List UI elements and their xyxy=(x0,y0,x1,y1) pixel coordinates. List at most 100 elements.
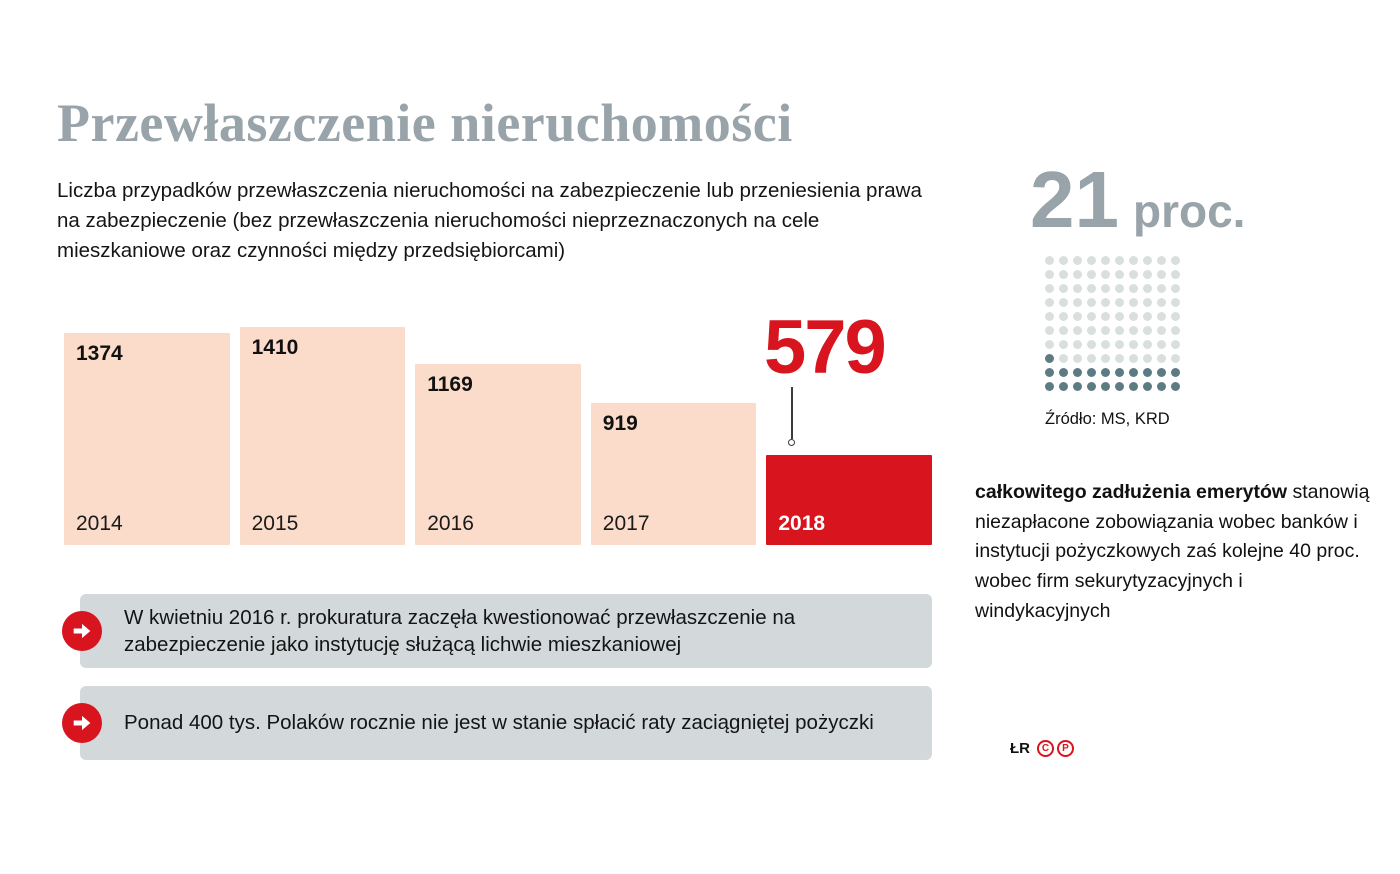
waffle-dot-filled xyxy=(1143,382,1152,391)
waffle-dot-filled xyxy=(1059,368,1068,377)
waffle-dot-empty xyxy=(1129,340,1138,349)
bar-value-label: 1169 xyxy=(427,373,473,396)
bar-year-label: 2018 xyxy=(778,512,826,535)
waffle-dot-filled xyxy=(1087,368,1096,377)
waffle-dot-empty xyxy=(1087,256,1096,265)
arrow-right-icon xyxy=(62,611,102,652)
waffle-dot-empty xyxy=(1087,326,1096,335)
waffle-dot-empty xyxy=(1045,284,1054,293)
waffle-dot-empty xyxy=(1045,270,1054,279)
bar-year-label: 2017 xyxy=(602,512,650,535)
waffle-dot-empty xyxy=(1073,326,1082,335)
waffle-dot-empty xyxy=(1059,298,1068,307)
waffle-dot-empty xyxy=(1045,298,1054,307)
waffle-dot-empty xyxy=(1087,298,1096,307)
waffle-dot-empty xyxy=(1171,298,1180,307)
waffle-dot-filled xyxy=(1157,382,1166,391)
waffle-dot-empty xyxy=(1115,326,1124,335)
waffle-chart xyxy=(1045,256,1180,391)
waffle-dot-empty xyxy=(1045,340,1054,349)
waffle-dot-filled xyxy=(1073,382,1082,391)
waffle-dot-empty xyxy=(1101,256,1110,265)
waffle-dot-empty xyxy=(1073,256,1082,265)
waffle-dot-empty xyxy=(1115,256,1124,265)
copyright-c-icon: C xyxy=(1037,740,1054,757)
waffle-dot-empty xyxy=(1143,312,1152,321)
connector-line xyxy=(791,387,793,440)
waffle-dot-empty xyxy=(1101,312,1110,321)
waffle-dot-empty xyxy=(1129,354,1138,363)
waffle-dot-empty xyxy=(1157,312,1166,321)
arrow-right-icon xyxy=(62,703,102,743)
waffle-dot-empty xyxy=(1101,298,1110,307)
aside-regular-text: stanowią niezapłacone zobowiązania wobec… xyxy=(975,481,1370,622)
bar-year-label: 2015 xyxy=(251,512,299,535)
aside-paragraph: całkowitego zadłużenia emerytów stanowią… xyxy=(975,478,1373,626)
highlight-value-label: 579 xyxy=(764,305,887,390)
waffle-dot-filled xyxy=(1157,368,1166,377)
source-note: Źródło: MS, KRD xyxy=(1045,410,1170,428)
waffle-dot-filled xyxy=(1073,368,1082,377)
waffle-dot-empty xyxy=(1073,284,1082,293)
waffle-dot-empty xyxy=(1101,326,1110,335)
waffle-dot-filled xyxy=(1171,382,1180,391)
waffle-dot-filled xyxy=(1115,368,1124,377)
waffle-dot-empty xyxy=(1059,284,1068,293)
author-initials: ŁR xyxy=(1010,740,1030,757)
waffle-dot-empty xyxy=(1059,270,1068,279)
waffle-dot-empty xyxy=(1171,312,1180,321)
waffle-dot-empty xyxy=(1157,256,1166,265)
waffle-dot-filled xyxy=(1129,368,1138,377)
waffle-dot-filled xyxy=(1045,354,1054,363)
waffle-dot-empty xyxy=(1101,340,1110,349)
percent-value: 21 xyxy=(1030,155,1119,244)
bar-year-label: 2014 xyxy=(76,512,123,535)
waffle-dot-filled xyxy=(1129,382,1138,391)
waffle-dot-empty xyxy=(1087,284,1096,293)
waffle-dot-empty xyxy=(1059,354,1068,363)
waffle-dot-empty xyxy=(1171,270,1180,279)
waffle-dot-empty xyxy=(1101,354,1110,363)
waffle-dot-empty xyxy=(1045,326,1054,335)
bar-value-label: 1374 xyxy=(76,342,123,365)
waffle-dot-filled xyxy=(1059,382,1068,391)
waffle-dot-empty xyxy=(1157,270,1166,279)
waffle-dot-empty xyxy=(1045,256,1054,265)
waffle-dot-empty xyxy=(1143,256,1152,265)
waffle-dot-empty xyxy=(1059,256,1068,265)
bar-chart: 1374 2014 1410 2015 1169 2016 919 2017 2018 xyxy=(64,300,932,545)
bar-2014: 1374 2014 xyxy=(64,333,230,545)
waffle-dot-empty xyxy=(1129,284,1138,293)
bar-year-label: 2016 xyxy=(427,512,474,535)
waffle-dot-empty xyxy=(1157,284,1166,293)
waffle-dot-empty xyxy=(1129,312,1138,321)
waffle-dot-filled xyxy=(1143,368,1152,377)
waffle-dot-empty xyxy=(1073,354,1082,363)
waffle-dot-empty xyxy=(1073,270,1082,279)
waffle-dot-filled xyxy=(1101,368,1110,377)
waffle-dot-empty xyxy=(1157,326,1166,335)
waffle-dot-empty xyxy=(1115,340,1124,349)
waffle-dot-filled xyxy=(1115,382,1124,391)
connector-dot xyxy=(788,439,795,447)
callout-text-1: W kwietniu 2016 r. prokuratura zaczęła k… xyxy=(124,606,796,657)
callout-box-2: Ponad 400 tys. Polaków rocznie nie jest … xyxy=(62,686,932,760)
bar-value-label: 919 xyxy=(602,412,638,435)
waffle-dot-empty xyxy=(1073,340,1082,349)
aside-bold-text: całkowitego zadłużenia emerytów xyxy=(975,481,1288,503)
percent-unit: proc. xyxy=(1132,185,1246,237)
waffle-dot-empty xyxy=(1129,256,1138,265)
page-title: Przewłaszczenie nieruchomości xyxy=(57,93,793,153)
waffle-dot-empty xyxy=(1115,312,1124,321)
waffle-dot-empty xyxy=(1129,270,1138,279)
waffle-dot-empty xyxy=(1059,326,1068,335)
waffle-dot-empty xyxy=(1157,354,1166,363)
waffle-dot-empty xyxy=(1129,298,1138,307)
waffle-dot-empty xyxy=(1087,340,1096,349)
waffle-dot-filled xyxy=(1101,382,1110,391)
waffle-dot-empty xyxy=(1059,312,1068,321)
chart-description: Liczba przypadków przewłaszczenia nieruc… xyxy=(57,179,922,263)
percent-headline: 21 proc. xyxy=(1030,160,1245,240)
waffle-dot-filled xyxy=(1045,368,1054,377)
